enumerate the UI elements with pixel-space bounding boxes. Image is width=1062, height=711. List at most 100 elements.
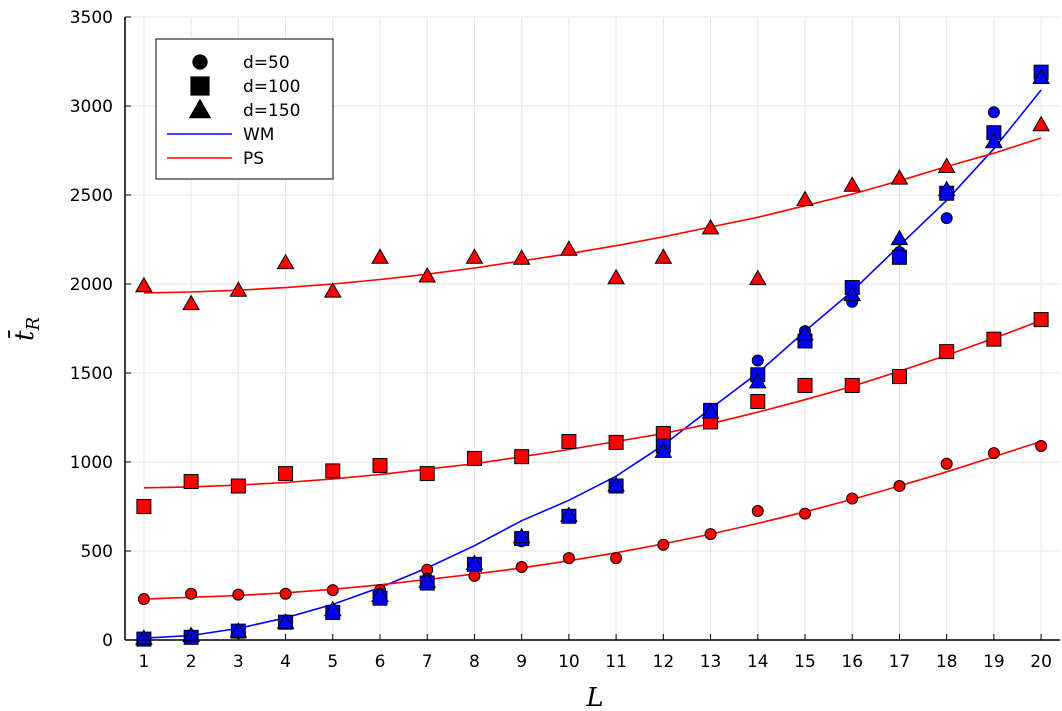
- data-point-ps-d50: [987, 447, 1000, 460]
- data-point-ps-d150: [560, 240, 578, 256]
- data-point-wm-d150: [560, 506, 578, 522]
- data-point-ps-d150: [654, 248, 673, 264]
- data-point-ps-d150: [418, 266, 437, 283]
- y-tick-label: 0: [102, 631, 113, 651]
- data-point-ps-d100: [419, 466, 435, 482]
- data-point-ps-d50: [657, 538, 670, 551]
- y-tick-label: 3000: [70, 97, 113, 117]
- legend-label: PS: [243, 149, 264, 169]
- x-tick-label: 19: [983, 652, 1005, 672]
- data-point-wm-d150: [937, 180, 956, 197]
- x-tick-label: 18: [936, 652, 958, 672]
- data-point-ps-d100: [797, 377, 813, 393]
- data-point-ps-d50: [751, 504, 764, 517]
- data-point-wm-d150: [607, 476, 625, 492]
- x-tick-label: 16: [841, 652, 863, 672]
- data-point-wm-d150: [323, 600, 342, 617]
- legend: d=50 d=100 d=150 WM PS: [155, 38, 334, 180]
- data-point-ps-d50: [515, 561, 528, 574]
- legend-marker-triangle: [188, 98, 212, 119]
- data-point-ps-d100: [655, 426, 671, 442]
- x-tick-label: 17: [889, 652, 911, 672]
- data-point-wm-d50: [751, 354, 764, 367]
- data-point-ps-d50: [185, 587, 198, 600]
- fit-line-ps-100: [143, 319, 1042, 489]
- legend-marker-circle: [192, 54, 208, 70]
- data-point-wm-d150: [654, 442, 673, 458]
- data-point-ps-d50: [940, 457, 953, 470]
- data-point-ps-d50: [1035, 439, 1048, 452]
- data-point-ps-d100: [514, 449, 530, 465]
- y-tick-label: 3500: [70, 8, 113, 28]
- x-tick-label: 14: [747, 652, 769, 672]
- grid: [125, 16, 1060, 641]
- data-point-ps-d150: [607, 268, 625, 285]
- data-point-ps-d150: [748, 269, 767, 286]
- data-point-ps-d100: [372, 458, 388, 474]
- data-point-ps-d100: [230, 478, 246, 494]
- x-tick-label: 15: [794, 652, 816, 672]
- data-point-ps-d150: [229, 281, 248, 297]
- data-point-ps-d150: [890, 169, 909, 185]
- data-point-ps-d100: [608, 434, 624, 450]
- data-point-wm-d150: [890, 229, 909, 246]
- y-axis-title-subscript: R: [23, 317, 44, 332]
- data-point-ps-d100: [750, 393, 766, 409]
- data-point-ps-d150: [1032, 115, 1050, 132]
- data-point-ps-d100: [891, 369, 907, 385]
- data-point-ps-d100: [561, 434, 577, 450]
- x-axis-title: L: [585, 683, 603, 711]
- data-point-wm-d150: [796, 324, 814, 341]
- data-point-ps-d50: [137, 593, 150, 606]
- x-tick-label: 3: [233, 652, 244, 672]
- x-tick-label: 11: [605, 652, 627, 672]
- data-point-ps-d150: [937, 157, 956, 174]
- data-point-wm-d150: [985, 132, 1003, 149]
- data-point-ps-d100: [1033, 312, 1049, 328]
- data-point-wm-d150: [512, 527, 531, 544]
- data-point-wm-d150: [1032, 68, 1050, 85]
- y-axis-title-main: t̄: [7, 329, 40, 341]
- data-points: [135, 64, 1050, 647]
- data-point-ps-d50: [704, 528, 717, 541]
- data-point-ps-d150: [182, 294, 200, 311]
- svg-text:t̄R: t̄R: [7, 317, 44, 341]
- x-tick-label: 20: [1030, 652, 1052, 672]
- x-tick-label: 5: [327, 652, 338, 672]
- data-point-ps-d100: [325, 463, 341, 479]
- x-tick-label: 9: [516, 652, 527, 672]
- x-tick-label: 12: [653, 652, 675, 672]
- x-tick-label: 1: [138, 652, 149, 672]
- data-point-ps-d100: [986, 331, 1002, 347]
- data-point-ps-d150: [796, 190, 814, 206]
- data-point-ps-d50: [846, 492, 859, 505]
- y-axis-title: t̄R: [7, 317, 44, 341]
- y-tick-label: 500: [81, 542, 113, 562]
- data-point-ps-d100: [278, 466, 294, 482]
- x-tick-label: 4: [280, 652, 291, 672]
- y-tick-label: 2500: [70, 186, 113, 206]
- data-point-ps-d50: [468, 569, 481, 582]
- legend-label: WM: [243, 125, 274, 145]
- y-tick-label: 2000: [70, 275, 113, 295]
- data-point-wm-d150: [418, 572, 437, 588]
- legend-label: d=50: [243, 53, 290, 73]
- data-point-wm-d150: [701, 403, 720, 419]
- data-point-ps-d150: [465, 248, 484, 264]
- data-point-ps-d150: [843, 176, 862, 192]
- x-ticks: 1 2 3 4 5 6 7 8 9 10 11 12 13 14 15 16 17 18 19 20: [138, 634, 1052, 672]
- data-point-ps-d150: [371, 248, 389, 264]
- data-point-ps-d150: [512, 249, 531, 265]
- data-point-ps-d100: [136, 499, 152, 514]
- data-point-ps-d50: [799, 507, 811, 520]
- y-ticks: 0 500 1000 1500 2000 2500 3000 3500: [70, 8, 131, 651]
- data-point-ps-d100: [466, 450, 482, 466]
- y-tick-label: 1000: [70, 453, 113, 473]
- x-tick-label: 7: [422, 652, 433, 672]
- data-point-ps-d100: [844, 377, 860, 393]
- x-tick-label: 6: [375, 652, 386, 672]
- data-point-ps-d50: [232, 588, 245, 601]
- axes: [124, 17, 1060, 641]
- data-point-wm-d50: [987, 106, 1000, 119]
